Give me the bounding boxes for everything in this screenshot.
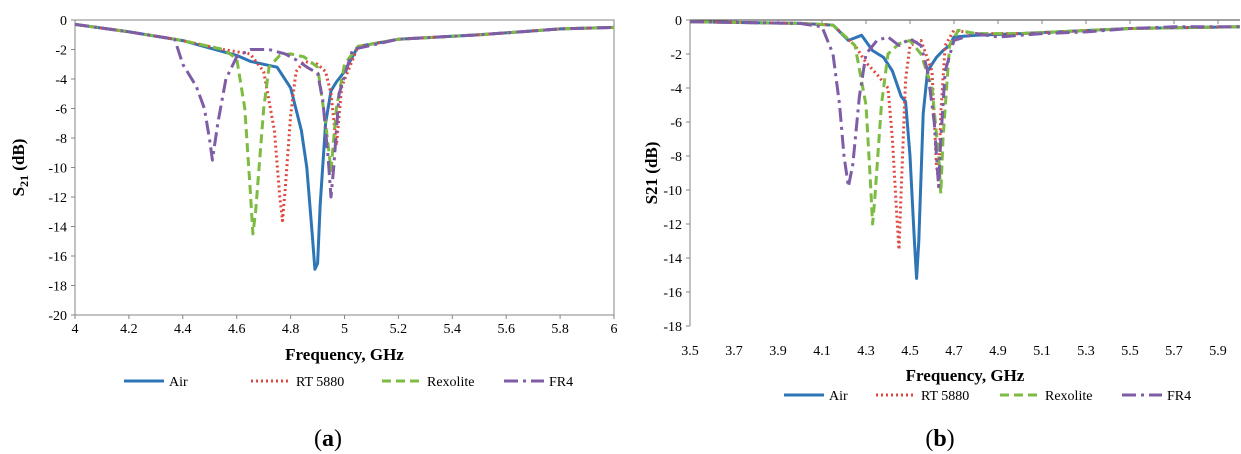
series-line-fr4: [74, 22, 615, 199]
y-tick-label: -18: [663, 320, 682, 335]
x-tick-label: 5: [341, 322, 348, 337]
x-tick-label: 4.7: [945, 344, 963, 359]
y-axis-title-unit: (dB): [9, 139, 28, 175]
legend-label-rexolite: Rexolite: [1045, 389, 1092, 404]
x-tick-label: 4: [72, 322, 79, 337]
series-line-fr4: [689, 20, 1240, 189]
y-tick-label: -20: [48, 309, 67, 324]
chart-panel-b: 0 -2 -4 -6 -8 -10 -12 -14 -16 -18 3.5 3.7 3.9 4.1 4.3 4…: [642, 14, 1241, 404]
y-tick-label: -8: [55, 132, 67, 147]
y-tick-label: -18: [48, 280, 67, 295]
y-tick-label: -4: [55, 73, 67, 88]
x-tick-label: 6: [611, 322, 618, 337]
legend-label-air: Air: [829, 389, 848, 404]
x-tick-label: 4.4: [174, 322, 192, 337]
x-tick-label: 5.7: [1165, 344, 1183, 359]
legend-label-fr4: FR4: [549, 375, 573, 390]
x-tick-label: 5.9: [1209, 344, 1227, 359]
y-axis-title-main: S: [9, 187, 28, 196]
y-tick-label: -4: [670, 82, 682, 97]
x-tick-label: 4.5: [901, 344, 919, 359]
x-tick-label: 4.8: [282, 322, 300, 337]
y-tick-label: -10: [663, 184, 682, 199]
series-line-air: [689, 20, 1241, 280]
legend-label-air: Air: [169, 375, 188, 390]
x-tick-label: 4.1: [813, 344, 831, 359]
x-tick-label: 3.7: [725, 344, 743, 359]
y-tick-label: -12: [663, 218, 682, 233]
y-tick-label: -6: [55, 103, 67, 118]
y-tick-label: -10: [48, 162, 67, 177]
y-tick-label: -6: [670, 116, 682, 131]
y-tick-label: -14: [48, 221, 67, 236]
x-tick-label: 5.4: [444, 322, 462, 337]
x-axis-title: Frequency, GHz: [906, 366, 1025, 385]
y-tick-label: -16: [663, 286, 682, 301]
y-tick-label: -12: [48, 191, 67, 206]
y-tick-label: 0: [675, 14, 682, 29]
y-tick-label: -14: [663, 252, 682, 267]
x-tick-label: 4.2: [120, 322, 138, 337]
x-tick-label: 4.3: [857, 344, 875, 359]
legend: Air RT 5880 Rexolite FR4: [784, 389, 1191, 404]
panel-a-caption: (a): [314, 426, 342, 452]
x-tick-label: 4.9: [989, 344, 1007, 359]
x-tick-label: 5.6: [497, 322, 515, 337]
series-line-air: [74, 22, 615, 271]
y-tick-label: -2: [55, 44, 67, 59]
y-tick-label: -16: [48, 250, 67, 265]
y-tick-label: -8: [670, 150, 682, 165]
series-line-rexolite: [689, 20, 1241, 226]
y-tick-label: -2: [670, 48, 682, 63]
legend-label-fr4: FR4: [1167, 389, 1191, 404]
x-tick-label: 3.9: [769, 344, 787, 359]
chart-panel-a: 0 -2 -4 -6 -8 -10 -12 -14 -16 -18 -20 4 4.2 4.4 4.6 4.8…: [9, 14, 618, 390]
y-axis-title-subscript: 21: [17, 175, 31, 187]
x-tick-label: 3.5: [681, 344, 699, 359]
plot-frame: [74, 19, 615, 316]
panel-b-caption: (b): [925, 426, 954, 452]
y-axis-title: S21 (dB): [9, 139, 31, 197]
legend-label-rt-5880: RT 5880: [921, 389, 969, 404]
y-axis-title: S21 (dB): [642, 142, 661, 205]
legend: Air RT 5880 Rexolite FR4: [124, 375, 573, 390]
x-tick-label: 5.2: [390, 322, 408, 337]
legend-label-rt-5880: RT 5880: [296, 375, 344, 390]
x-tick-label: 5.8: [551, 322, 569, 337]
x-tick-label: 5.5: [1121, 344, 1139, 359]
series-line-rt-5880: [74, 22, 615, 223]
x-tick-label: 5.1: [1033, 344, 1051, 359]
x-tick-label: 4.6: [228, 322, 246, 337]
series-line-rt-5880: [689, 20, 1241, 251]
x-tick-label: 5.3: [1077, 344, 1095, 359]
y-tick-label: 0: [60, 14, 67, 29]
series-line-rexolite: [74, 22, 615, 236]
legend-label-rexolite: Rexolite: [427, 375, 474, 390]
x-axis-title: Frequency, GHz: [285, 345, 404, 364]
